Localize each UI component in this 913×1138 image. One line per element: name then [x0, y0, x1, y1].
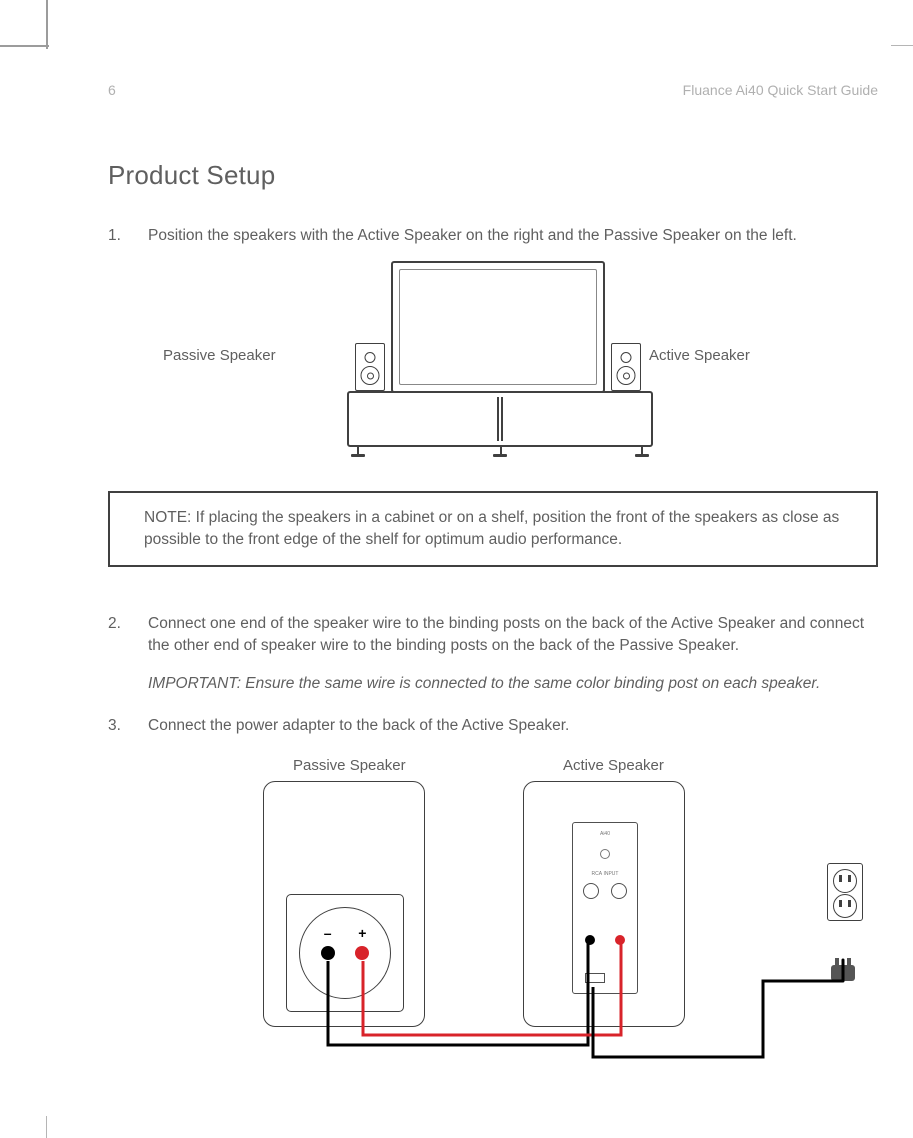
active-speaker-label: Active Speaker: [649, 345, 750, 366]
active-speaker-icon: [611, 343, 641, 391]
crop-mark: [0, 45, 49, 47]
plus-sign: +: [358, 925, 366, 945]
content-area: 6 Fluance Ai40 Quick Start Guide Product…: [108, 82, 878, 1075]
crop-mark: [891, 45, 913, 46]
step-2-text: Connect one end of the speaker wire to t…: [148, 615, 864, 654]
active-panel-icon: Ai40 RCA INPUT: [572, 822, 638, 994]
crop-mark: [46, 1116, 47, 1138]
passive-speaker-icon: [355, 343, 385, 391]
step-2: Connect one end of the speaker wire to t…: [108, 613, 878, 695]
crop-mark: [46, 0, 48, 49]
power-plug-icon: [831, 965, 855, 981]
step-2-important: IMPORTANT: Ensure the same wire is conne…: [148, 673, 878, 695]
doc-title: Fluance Ai40 Quick Start Guide: [683, 82, 878, 98]
page-number: 6: [108, 82, 116, 98]
section-title: Product Setup: [108, 160, 878, 191]
passive-back-label: Passive Speaker: [293, 755, 406, 776]
minus-sign: –: [324, 925, 332, 945]
wall-outlet-icon: [827, 863, 863, 921]
active-speaker-back: Ai40 RCA INPUT: [523, 781, 685, 1027]
page: 6 Fluance Ai40 Quick Start Guide Product…: [0, 0, 913, 1138]
passive-speaker-back: – +: [263, 781, 425, 1027]
step-1: Position the speakers with the Active Sp…: [108, 225, 878, 471]
passive-speaker-label: Passive Speaker: [163, 345, 276, 366]
setup-diagram: Passive Speaker Active Speaker: [233, 261, 793, 471]
step-list: Position the speakers with the Active Sp…: [108, 225, 878, 471]
binding-post-red-icon: [355, 946, 369, 960]
wiring-diagram: Passive Speaker Active Speaker – +: [163, 755, 863, 1055]
tv-icon: [391, 261, 605, 393]
step-1-text: Position the speakers with the Active Sp…: [148, 227, 797, 244]
step-list-2: Connect one end of the speaker wire to t…: [108, 613, 878, 1055]
tv-stand-icon: [347, 391, 653, 447]
note-box: NOTE: If placing the speakers in a cabin…: [108, 491, 878, 567]
binding-post-black-icon: [321, 946, 335, 960]
binding-post-plate: – +: [286, 894, 404, 1012]
step-3-text: Connect the power adapter to the back of…: [148, 717, 569, 734]
step-3: Connect the power adapter to the back of…: [108, 715, 878, 1055]
page-header: 6 Fluance Ai40 Quick Start Guide: [108, 82, 878, 98]
active-back-label: Active Speaker: [563, 755, 664, 776]
note-text: NOTE: If placing the speakers in a cabin…: [144, 509, 839, 548]
